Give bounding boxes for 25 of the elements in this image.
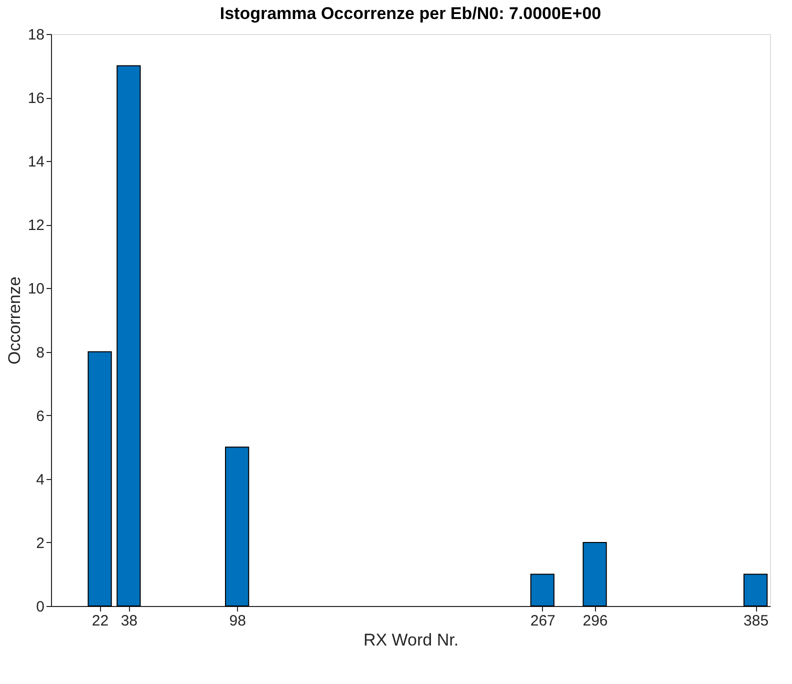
y-tick-label: 10 [28, 280, 44, 298]
y-axis-title: Occorrenze [4, 276, 24, 364]
x-tick-label: 98 [229, 612, 246, 630]
y-tick-label: 2 [36, 534, 44, 552]
chart-title: Istogramma Occorrenze per Eb/N0: 7.0000E+00 [220, 4, 602, 23]
x-tick-label: 38 [120, 612, 138, 630]
bar [582, 542, 607, 606]
x-tick-label: 267 [530, 612, 556, 630]
y-tick-label: 18 [28, 26, 44, 44]
bar [743, 574, 768, 606]
x-tick-label: 385 [744, 612, 769, 630]
y-tick-label: 8 [36, 344, 44, 362]
x-axis-title: RX Word Nr. [363, 630, 459, 650]
y-tick-label: 14 [28, 154, 44, 171]
y-tick-label: 4 [36, 471, 44, 488]
y-tick-label: 12 [28, 217, 44, 234]
bar [530, 574, 554, 606]
x-tick-label: 22 [92, 612, 109, 630]
bar [225, 446, 250, 606]
bar [88, 351, 112, 606]
y-tick-label: 6 [36, 408, 44, 425]
bar [116, 65, 141, 606]
y-tick-label: 0 [36, 598, 44, 616]
y-tick-label: 16 [28, 90, 44, 108]
x-tick-label: 296 [582, 612, 608, 630]
